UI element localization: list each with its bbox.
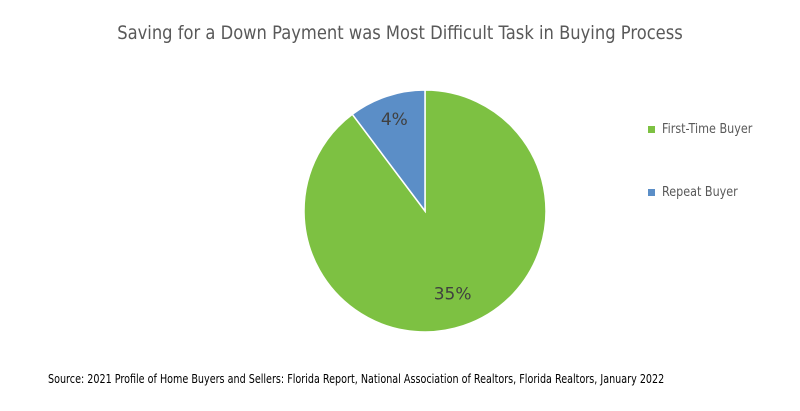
- source-note: Source: 2021 Profile of Home Buyers and …: [48, 372, 665, 386]
- data-label-first-time-buyer: 35%: [434, 285, 472, 305]
- pie-slice-repeat-buyer: [351, 89, 426, 214]
- legend: First-Time Buyer Repeat Buyer: [648, 119, 767, 245]
- legend-item-repeat-buyer: Repeat Buyer: [648, 182, 767, 202]
- data-label-repeat-buyer: 4%: [381, 110, 408, 130]
- legend-item-first-time-buyer: First-Time Buyer: [648, 119, 767, 139]
- chart-title: Saving for a Down Payment was Most Diffi…: [117, 22, 683, 44]
- legend-swatch-first-time-buyer: [648, 125, 655, 133]
- legend-label-repeat-buyer: Repeat Buyer: [662, 184, 738, 200]
- legend-label-first-time-buyer: First-Time Buyer: [662, 121, 753, 137]
- legend-swatch-repeat-buyer: [648, 188, 655, 196]
